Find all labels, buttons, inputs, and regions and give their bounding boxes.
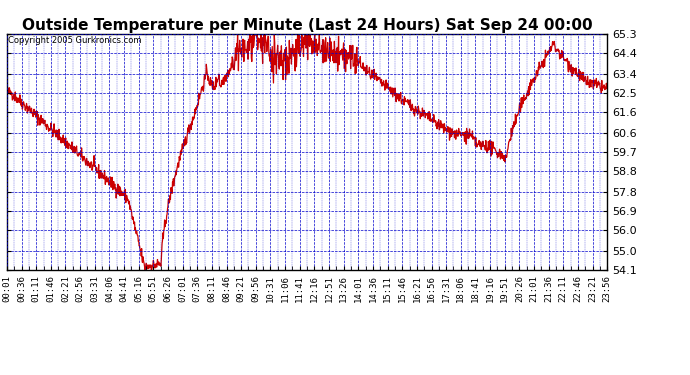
Title: Outside Temperature per Minute (Last 24 Hours) Sat Sep 24 00:00: Outside Temperature per Minute (Last 24 … [22, 18, 592, 33]
Text: Copyright 2005 Gurkronics.com: Copyright 2005 Gurkronics.com [8, 36, 141, 45]
